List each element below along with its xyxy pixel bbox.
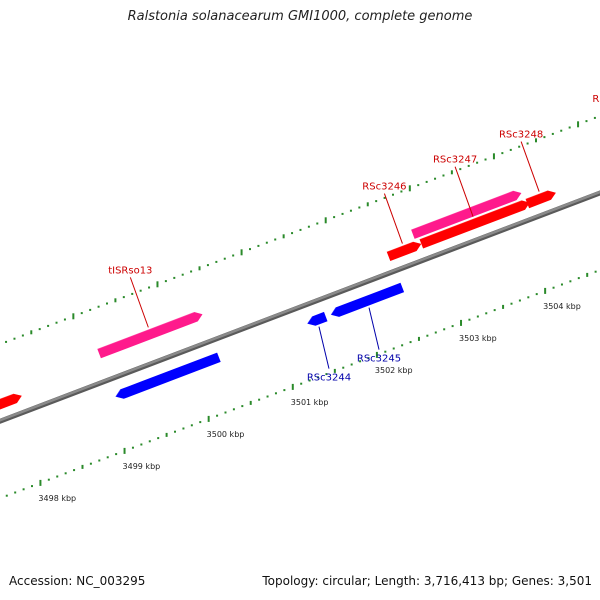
- gene-arrow: [386, 241, 422, 261]
- map-title: Ralstonia solanacearum GMI1000, complete…: [127, 9, 473, 24]
- gene-arrow-highlight: [410, 190, 514, 231]
- accession-text: Accession: NC_003295: [9, 574, 146, 588]
- scale-tick-label: 3501 kbp: [291, 398, 329, 407]
- gene-label: RSc3245: [357, 354, 401, 365]
- gene-arrow: [115, 352, 221, 399]
- gene-label: RSc3244: [307, 373, 351, 384]
- gene-features: [0, 190, 556, 410]
- backbone-line: [0, 190, 600, 422]
- gene-label-leader: [129, 277, 149, 328]
- gene-arrow: [411, 190, 522, 239]
- gene-arrow: [419, 200, 530, 249]
- scale-tick-label: 3503 kbp: [459, 334, 497, 343]
- gene-arrow-highlight: [525, 190, 548, 200]
- genome-backbone: [0, 190, 600, 424]
- gene-arrow: [0, 393, 22, 410]
- gene-label: RSc3247: [433, 155, 477, 166]
- gene-label-leader: [368, 307, 380, 350]
- gene-label-leader: [520, 141, 540, 192]
- gene-arrow-highlight: [97, 311, 195, 350]
- gene-arrow-highlight: [306, 316, 313, 324]
- scale-tick-label: 3500 kbp: [207, 430, 245, 439]
- gene-arrow-highlight: [330, 307, 336, 315]
- gene-label: tISRso13: [108, 265, 152, 276]
- gene-arrow-highlight: [115, 389, 121, 397]
- scale-ticks: 3498 kbp 3499 kbp 3500 kbp 3501 kbp 3502 kbp…: [5, 116, 597, 503]
- gene-label-leader: [383, 193, 403, 244]
- gene-arrow: [330, 282, 405, 317]
- gene-label: RSc3249: [592, 94, 600, 105]
- gene-arrow: [525, 190, 556, 209]
- gene-label: RSc3246: [362, 182, 406, 193]
- gene-label-leader: [454, 166, 474, 217]
- gene-labels: tISRso13 RSc3244 RSc3245 RSc3246 RSc3247 RSc3…: [108, 94, 600, 384]
- topology-text: Topology: circular; Length: 3,716,413 bp…: [262, 574, 592, 588]
- gene-label-leader: [318, 326, 330, 369]
- scale-tick-label: 3499 kbp: [123, 462, 161, 471]
- gene-arrow-highlight: [386, 241, 414, 253]
- gene-label: RSc3248: [499, 130, 543, 141]
- gene-arrow-highlight: [0, 393, 14, 400]
- scale-tick-label: 3498 kbp: [38, 494, 76, 503]
- gene-arrow: [307, 311, 328, 326]
- scale-tick-label: 3504 kbp: [543, 302, 581, 311]
- gene-arrow-highlight: [419, 199, 522, 240]
- scale-tick-label: 3502 kbp: [375, 366, 413, 375]
- gene-arrow: [97, 312, 203, 359]
